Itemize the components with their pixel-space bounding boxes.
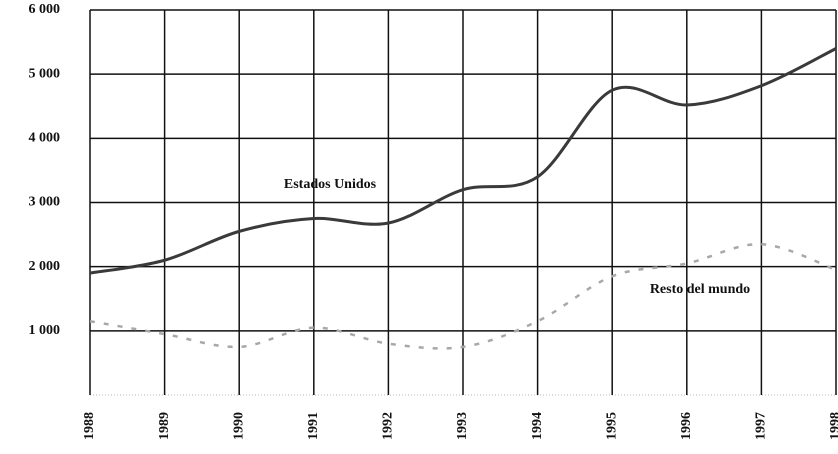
x-tick-label: 1995 (604, 412, 619, 440)
x-tick-label: 1988 (82, 412, 97, 440)
y-tick-label: 1 000 (29, 323, 61, 338)
x-tick-label: 1998 (828, 412, 838, 440)
series-label: Estados Unidos (284, 177, 377, 192)
line-series (89, 242, 837, 350)
x-tick-label: 1992 (381, 412, 396, 440)
y-tick-label: 3 000 (29, 195, 61, 210)
y-tick-label: 2 000 (29, 259, 61, 274)
x-tick-label: 1994 (530, 412, 545, 440)
y-tick-label: 5 000 (29, 66, 61, 81)
x-tick-label: 1997 (754, 412, 769, 440)
x-tick-label: 1989 (157, 412, 172, 440)
x-tick-label: 1991 (306, 412, 321, 440)
y-tick-label: 4 000 (29, 131, 61, 146)
y-tick-label: 6 000 (29, 2, 61, 17)
x-tick-label: 1996 (679, 412, 694, 440)
series-label: Resto del mundo (650, 282, 750, 297)
line-series (89, 47, 837, 275)
x-tick-label: 1993 (455, 412, 470, 440)
x-tick-label: 1990 (231, 412, 246, 440)
